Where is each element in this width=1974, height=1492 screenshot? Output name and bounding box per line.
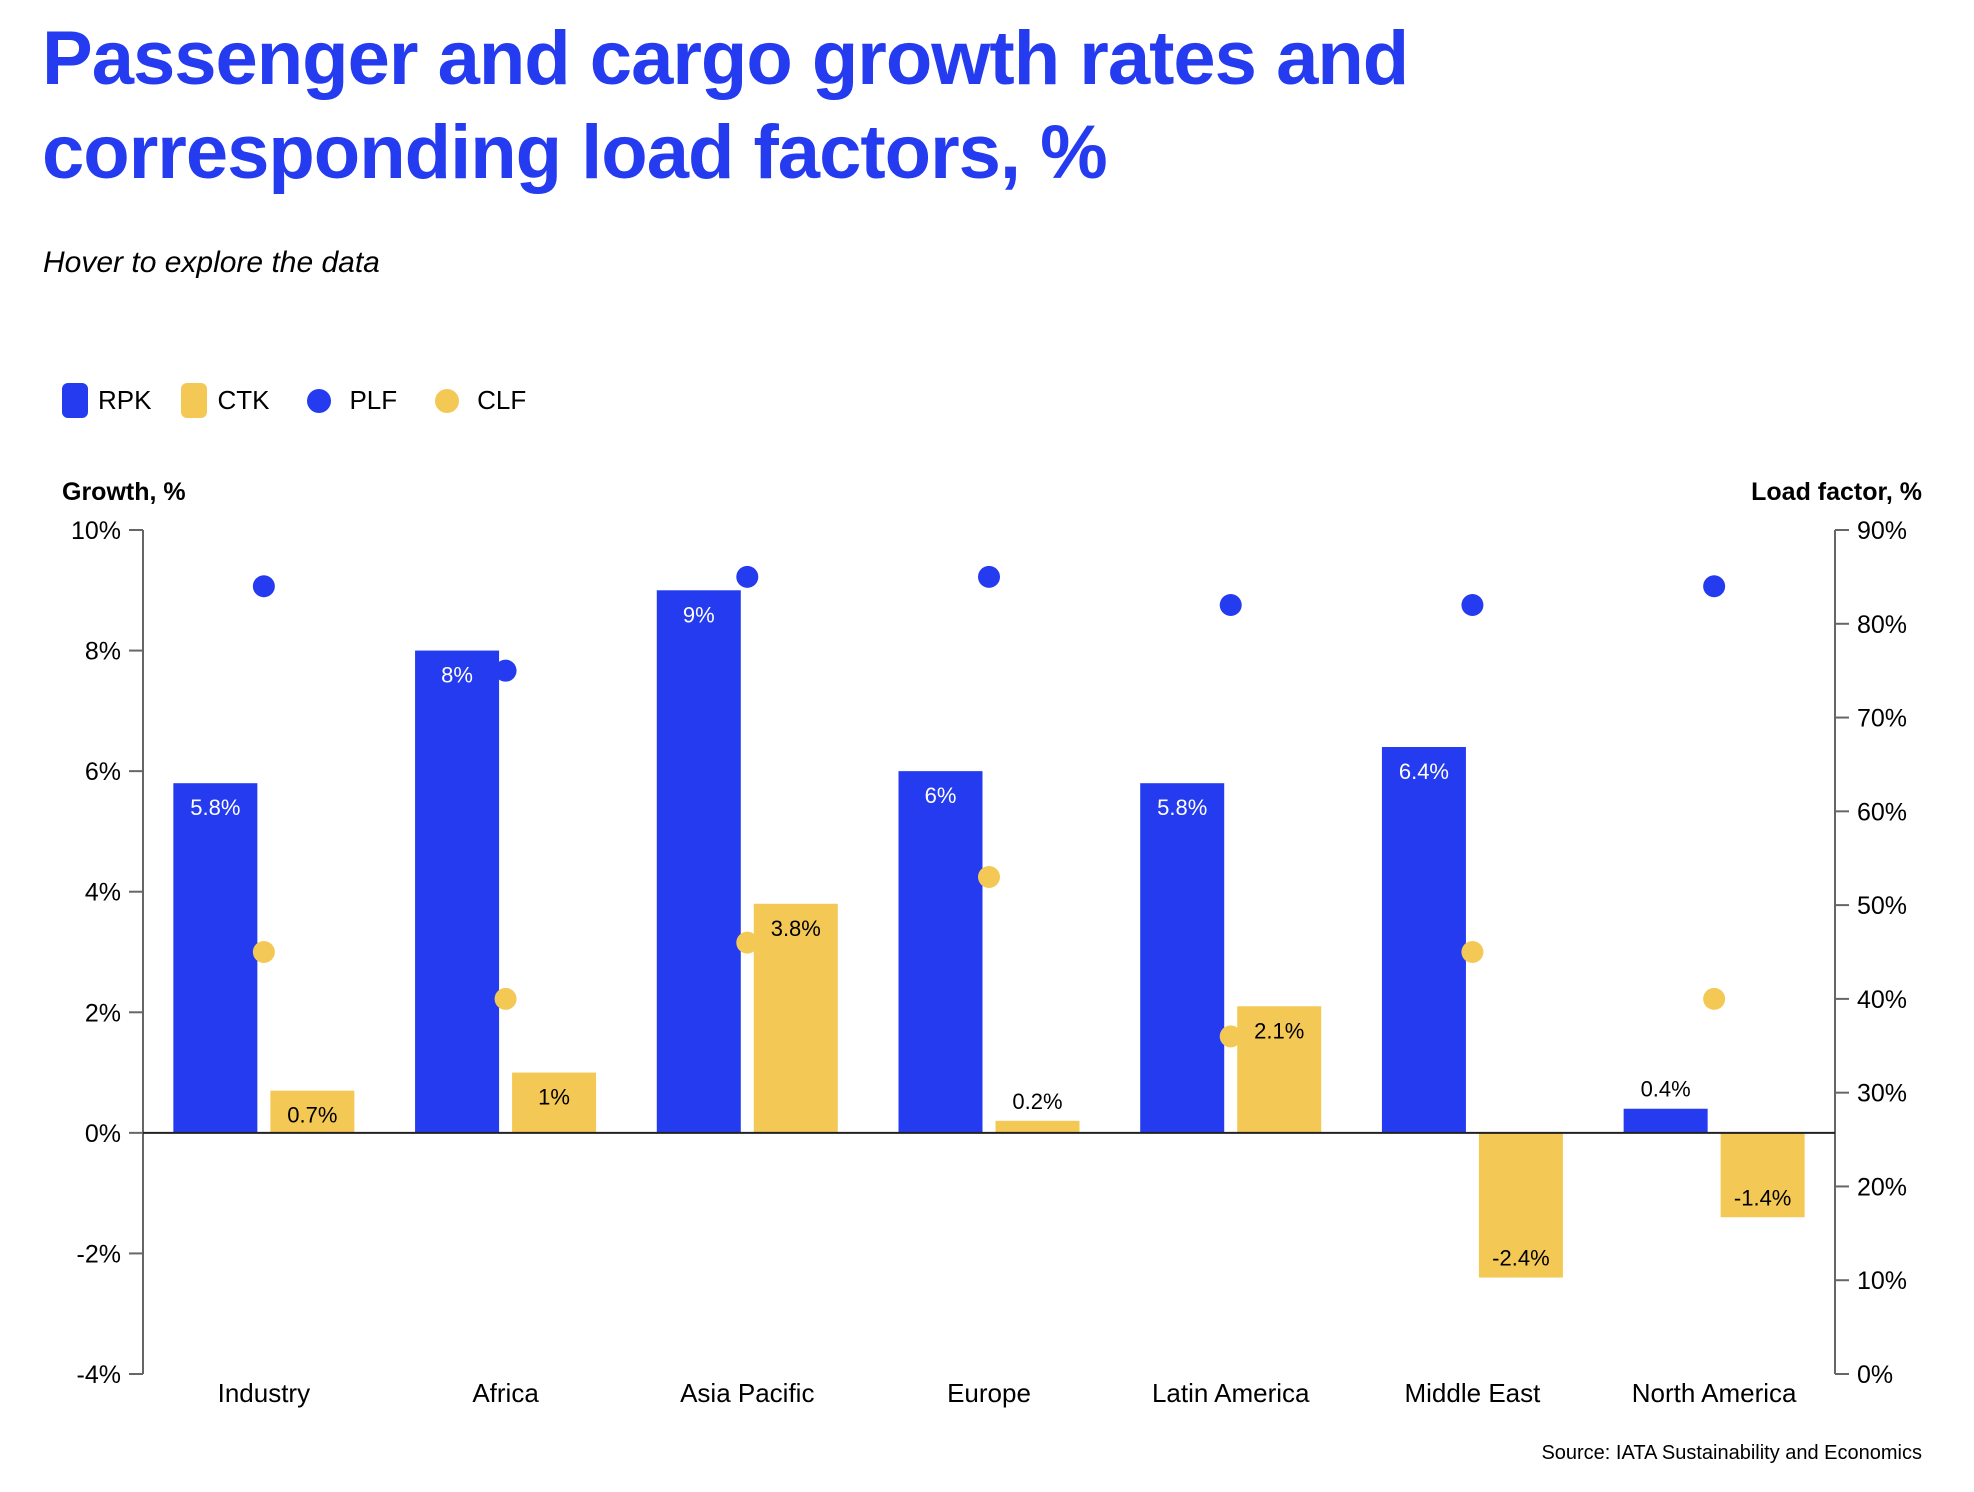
axes-group: 10% 8% 6% 4% 2% 0% -2% -4% 90% 80% 70% 60% 50% 40% 30%… <box>71 517 1907 1389</box>
plf-dot-latin-america <box>1219 594 1242 617</box>
y-axis-right-tick-label: 80% <box>1857 611 1907 639</box>
ctk-value-label: -2.4% <box>1492 1246 1549 1271</box>
legend-swatch-ctk-icon <box>181 383 208 418</box>
y-axis-right-tick-label: 60% <box>1857 798 1907 826</box>
legend-item-rpk[interactable]: RPK <box>62 383 151 418</box>
y-axis-left-tick-label: -4% <box>77 1361 121 1389</box>
plf-dot-north-america <box>1703 575 1726 598</box>
plf-dot-europe <box>978 565 1000 588</box>
y-axis-left-tick-label: 0% <box>85 1120 121 1148</box>
ctk-value-label: 0.2% <box>1012 1089 1062 1114</box>
chart-title-line-1: Passenger and cargo growth rates and <box>42 16 1409 101</box>
rpk-value-label: 5.8% <box>190 795 240 820</box>
ctk-bar-middle-east <box>1478 1132 1563 1278</box>
rpk-bar-latin-america <box>1140 783 1225 1133</box>
y-axis-left-title: Growth, % <box>62 478 186 506</box>
ctk-value-label: 0.7% <box>287 1103 337 1128</box>
chart-legend: RPK CTK PLF CLF <box>62 383 556 418</box>
ctk-value-label: 2.1% <box>1254 1018 1304 1043</box>
rpk-value-label: 6.4% <box>1399 759 1449 784</box>
rpk-bar-north-america <box>1623 1108 1708 1133</box>
y-axis-left-tick-label: 10% <box>71 517 121 545</box>
y-axis-right-tick-label: 40% <box>1857 986 1907 1014</box>
chart-subtitle: Hover to explore the data <box>43 246 380 279</box>
rpk-value-label: 0.4% <box>1641 1077 1691 1102</box>
ctk-bar-industry <box>270 1090 355 1133</box>
rpk-value-label: 5.8% <box>1157 795 1207 820</box>
y-axis-left-tick-label: -2% <box>77 1240 121 1268</box>
clf-dot-europe <box>978 865 1000 888</box>
rpk-bar-africa <box>415 650 500 1133</box>
ctk-bar-europe <box>995 1120 1080 1133</box>
legend-label-ctk: CTK <box>217 385 270 415</box>
y-axis-right-tick-label: 30% <box>1857 1080 1907 1108</box>
rpk-value-label: 8% <box>441 663 473 688</box>
plf-dot-middle-east <box>1461 594 1484 617</box>
legend-label-rpk: RPK <box>98 385 152 415</box>
bars-group <box>173 590 1805 1278</box>
ctk-value-label: 3.8% <box>771 916 821 941</box>
ctk-value-label: 1% <box>538 1085 570 1110</box>
y-axis-left-tick-label: 8% <box>85 638 121 666</box>
x-axis-category-label: North America <box>1632 1378 1797 1408</box>
chart-title: Passenger and cargo growth rates and cor… <box>42 12 1409 200</box>
ctk-bar-africa <box>512 1072 597 1133</box>
y-axis-left-tick-label: 4% <box>85 879 121 907</box>
x-axis-category-label: Asia Pacific <box>680 1378 814 1408</box>
y-axis-right-tick-label: 0% <box>1857 1361 1893 1389</box>
rpk-bar-europe <box>898 771 983 1133</box>
plf-dot-industry <box>252 575 275 598</box>
rpk-bar-middle-east <box>1381 747 1466 1133</box>
y-axis-left-tick-label: 2% <box>85 999 121 1027</box>
y-axis-right-tick-label: 10% <box>1857 1267 1907 1295</box>
rpk-bar-asia-pacific <box>656 590 741 1133</box>
x-axis-category-label: Industry <box>218 1378 311 1408</box>
clf-dot-africa <box>494 987 517 1010</box>
legend-item-ctk[interactable]: CTK <box>181 383 269 418</box>
legend-item-plf[interactable]: PLF <box>299 385 397 416</box>
y-axis-right-tick-label: 50% <box>1857 892 1907 920</box>
clf-dot-industry <box>252 941 275 963</box>
y-axis-right-title: Load factor, % <box>1751 478 1922 506</box>
clf-dot-north-america <box>1703 987 1726 1010</box>
plf-dot-africa <box>494 659 517 682</box>
legend-swatch-rpk-icon <box>62 383 88 418</box>
x-axis-category-label: Latin America <box>1152 1378 1310 1408</box>
clf-dot-latin-america <box>1219 1025 1242 1048</box>
rpk-value-label: 9% <box>683 602 715 627</box>
legend-label-clf: CLF <box>477 385 527 415</box>
rpk-bar-industry <box>173 783 258 1133</box>
y-axis-right-tick-label: 70% <box>1857 705 1907 733</box>
clf-dot-middle-east <box>1461 941 1484 963</box>
legend-label-plf: PLF <box>349 385 398 415</box>
plf-dot-asia-pacific <box>736 565 759 588</box>
labels-group: 5.8% 0.7% Industry 8% 1% Africa 9% 3.8% Asia Pac… <box>143 602 1835 1408</box>
legend-dot-clf-icon <box>435 388 460 413</box>
legend-item-clf[interactable]: CLF <box>427 385 526 416</box>
source-note: Source: IATA Sustainability and Economic… <box>1541 1442 1922 1464</box>
chart-title-line-2: corresponding load factors, % <box>42 110 1108 195</box>
x-axis-category-label: Middle East <box>1405 1378 1542 1408</box>
ctk-bar-asia-pacific <box>753 903 838 1133</box>
x-axis-category-label: Africa <box>472 1378 539 1408</box>
ctk-value-label: -1.4% <box>1734 1185 1791 1210</box>
ctk-bar-latin-america <box>1237 1006 1322 1133</box>
y-axis-right-tick-label: 20% <box>1857 1173 1907 1201</box>
ctk-bar-north-america <box>1720 1132 1805 1218</box>
rpk-value-label: 6% <box>925 783 957 808</box>
clf-dot-asia-pacific <box>736 931 759 954</box>
y-axis-left-tick-label: 6% <box>85 758 121 786</box>
dots-group <box>252 565 1726 1048</box>
y-axis-right-tick-label: 90% <box>1857 517 1907 545</box>
x-axis-category-label: Europe <box>947 1378 1031 1408</box>
legend-dot-plf-icon <box>307 388 332 413</box>
